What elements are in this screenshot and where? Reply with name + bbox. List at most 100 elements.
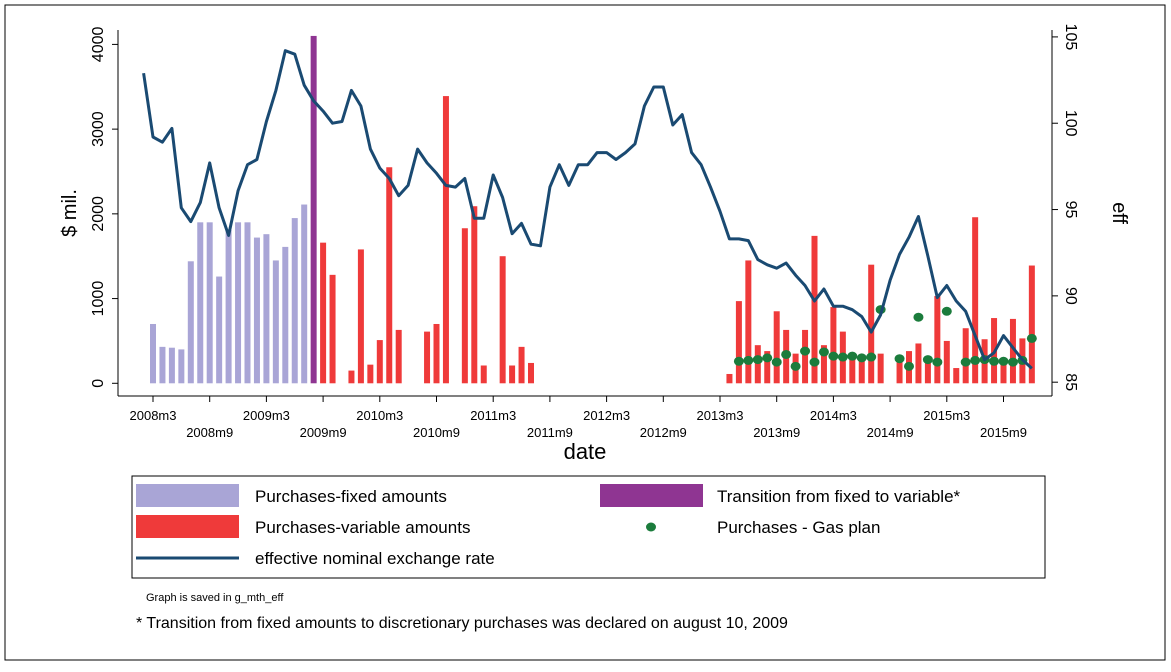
bar [197, 222, 204, 384]
bar [1000, 357, 1007, 384]
bar [424, 331, 431, 384]
x-tick-label: 2015m9 [980, 425, 1027, 440]
y2-tick-label: 95 [1062, 201, 1079, 219]
bar [849, 353, 856, 384]
gas-point [733, 356, 744, 366]
bar [877, 353, 884, 384]
x-tick-label: 2013m3 [697, 408, 744, 423]
bar [934, 296, 941, 384]
bar [395, 329, 402, 384]
x-tick-label: 2011m9 [527, 425, 573, 440]
x-tick-label: 2010m3 [356, 408, 403, 423]
x-tick-label: 2009m9 [300, 425, 347, 440]
bar [329, 274, 336, 384]
bar [216, 276, 223, 384]
bar [802, 329, 809, 384]
bar [225, 229, 232, 384]
bar [499, 256, 506, 384]
bar [773, 311, 780, 384]
legend-label: Transition from fixed to variable* [717, 487, 961, 506]
bar [820, 345, 827, 384]
bar [962, 328, 969, 384]
x-tick-label: 2008m3 [130, 408, 177, 423]
gas-point [762, 353, 773, 363]
gas-point [960, 357, 971, 367]
y2-tick-label: 105 [1062, 24, 1079, 51]
gas-point [856, 353, 867, 363]
bar [972, 217, 979, 384]
x-tick-label: 2012m9 [640, 425, 687, 440]
bar [386, 167, 393, 384]
x-tick-label: 2012m3 [583, 408, 630, 423]
bar [735, 301, 742, 384]
line [142, 49, 1033, 370]
gas-point [970, 355, 981, 365]
gas-point [828, 351, 839, 361]
bar [348, 370, 355, 384]
y2-axis-title: eff [1108, 202, 1130, 224]
x-axis-title: date [564, 439, 607, 464]
gas-point [894, 354, 905, 364]
legend-box [131, 475, 1046, 579]
bar [1028, 265, 1035, 384]
bar [178, 349, 185, 384]
gas-point [941, 306, 952, 316]
y-tick-label: 4000 [90, 27, 107, 63]
bar [244, 222, 251, 384]
bar [953, 368, 960, 384]
bar [528, 362, 534, 384]
bar [943, 340, 950, 384]
bar [461, 228, 468, 384]
bar [726, 373, 733, 384]
x-tick-label: 2009m3 [243, 408, 290, 423]
bar [745, 260, 752, 384]
bar [310, 35, 317, 384]
gas-point [1026, 333, 1037, 343]
gas-point [818, 347, 829, 357]
bar [764, 351, 771, 384]
bar [1009, 318, 1016, 384]
gas-point [866, 352, 877, 362]
bar [509, 365, 516, 384]
bar [206, 222, 213, 384]
gas-point [771, 357, 782, 367]
legend-label: Purchases-fixed amounts [255, 487, 447, 506]
caption: * Transition from fixed amounts to discr… [136, 615, 788, 632]
bar [301, 204, 308, 384]
bar [471, 206, 478, 384]
gas-point [998, 356, 1009, 366]
bar [858, 355, 865, 384]
x-tick-label: 2014m3 [810, 408, 857, 423]
gas-point [837, 352, 848, 362]
gas-point [989, 356, 1000, 366]
legend-swatch [136, 484, 239, 507]
note: Graph is saved in g_mth_eff [146, 592, 284, 604]
bar [754, 345, 761, 384]
y-tick-label: 1000 [90, 281, 107, 317]
bar [291, 218, 298, 384]
bar [357, 249, 364, 384]
bar [282, 246, 289, 384]
bar [320, 242, 327, 384]
outer-frame [4, 4, 1166, 661]
bar [376, 340, 383, 384]
bar [915, 343, 922, 384]
gas-point [922, 355, 933, 365]
bar [811, 235, 818, 384]
y2-tick-label: 90 [1062, 287, 1079, 305]
legend-label: effective nominal exchange rate [255, 549, 495, 568]
y-tick-label: 3000 [90, 111, 107, 147]
bar [159, 346, 166, 384]
bar [235, 222, 242, 384]
x-tick-label: 2011m3 [470, 408, 516, 423]
bar [518, 346, 525, 384]
bar [830, 307, 837, 384]
bar [253, 237, 260, 384]
bar [442, 96, 449, 384]
bar [480, 365, 487, 384]
bar [263, 234, 270, 384]
gas-point [932, 357, 943, 367]
bar [896, 362, 903, 384]
